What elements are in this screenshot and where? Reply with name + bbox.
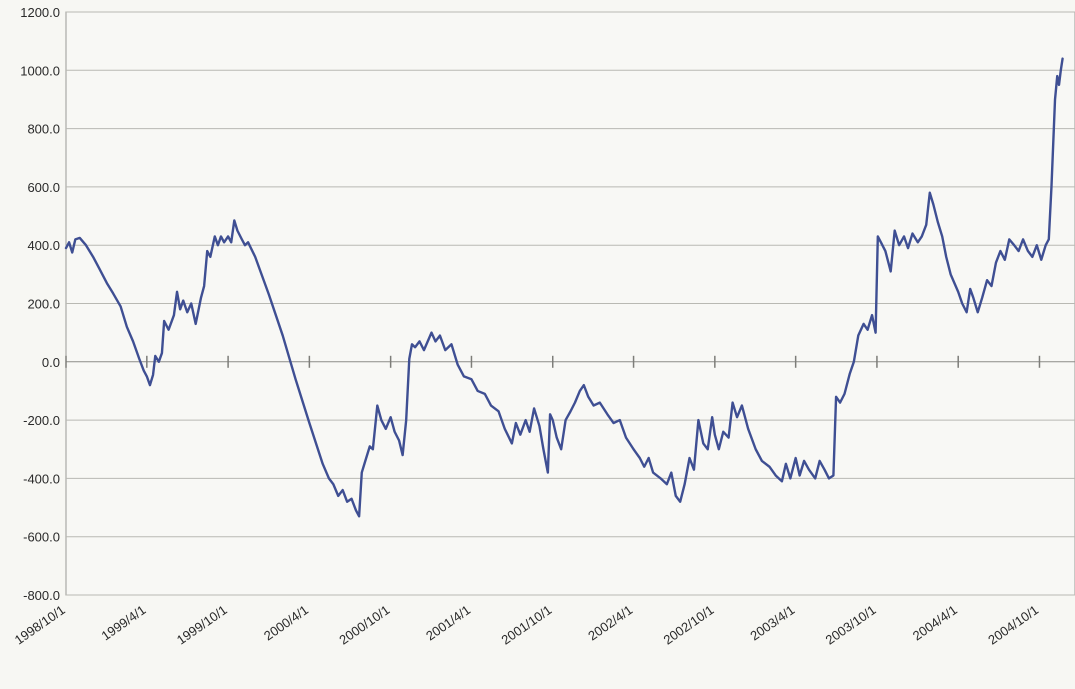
x-axis-tick-label: 2002/10/1	[661, 602, 717, 647]
y-axis-tick-label: 1200.0	[20, 5, 60, 20]
x-axis-tick-label: 2000/4/1	[261, 602, 311, 643]
y-axis-tick-label: 400.0	[27, 238, 60, 253]
x-axis-tick-label: 2004/10/1	[985, 602, 1041, 647]
x-axis-tick-label: 2001/4/1	[423, 602, 473, 643]
y-axis-tick-label: 800.0	[27, 122, 60, 137]
y-axis-tick-label: 1000.0	[20, 63, 60, 78]
series-layer	[64, 57, 1064, 518]
y-axis-tick-label: 0.0	[42, 355, 60, 370]
series-line	[64, 57, 1064, 518]
y-axis-tick-label: -600.0	[23, 530, 60, 545]
x-axis-labels: 1998/10/1 1999/4/1 1999/10/1 2000/4/1 2000/1…	[12, 602, 1041, 647]
axes	[65, 355, 1075, 368]
x-axis-tick-label: 1999/4/1	[98, 602, 148, 643]
y-axis-labels: 1200.0 1000.0 800.0 600.0 400.0 200.0 0.0 -200.…	[20, 5, 60, 603]
x-axis-tick-label: 2002/4/1	[585, 602, 635, 643]
x-axis-tick-label: 2003/4/1	[747, 602, 797, 643]
y-axis-tick-label: 200.0	[27, 297, 60, 312]
y-axis-tick-label: -200.0	[23, 413, 60, 428]
x-axis-tick-label: 2004/4/1	[910, 602, 960, 643]
y-axis-tick-label: 600.0	[27, 180, 60, 195]
x-axis-tick-label: 1998/10/1	[12, 602, 68, 647]
x-axis-tick-label: 2000/10/1	[336, 602, 392, 647]
x-axis-tick-label: 1999/10/1	[174, 602, 230, 647]
x-axis-tick-label: 2001/10/1	[498, 602, 554, 647]
y-axis-tick-label: -800.0	[23, 588, 60, 603]
grid-lines	[66, 11, 1075, 596]
x-axis-tick-label: 2003/10/1	[823, 602, 879, 647]
y-axis-tick-label: -400.0	[23, 471, 60, 486]
